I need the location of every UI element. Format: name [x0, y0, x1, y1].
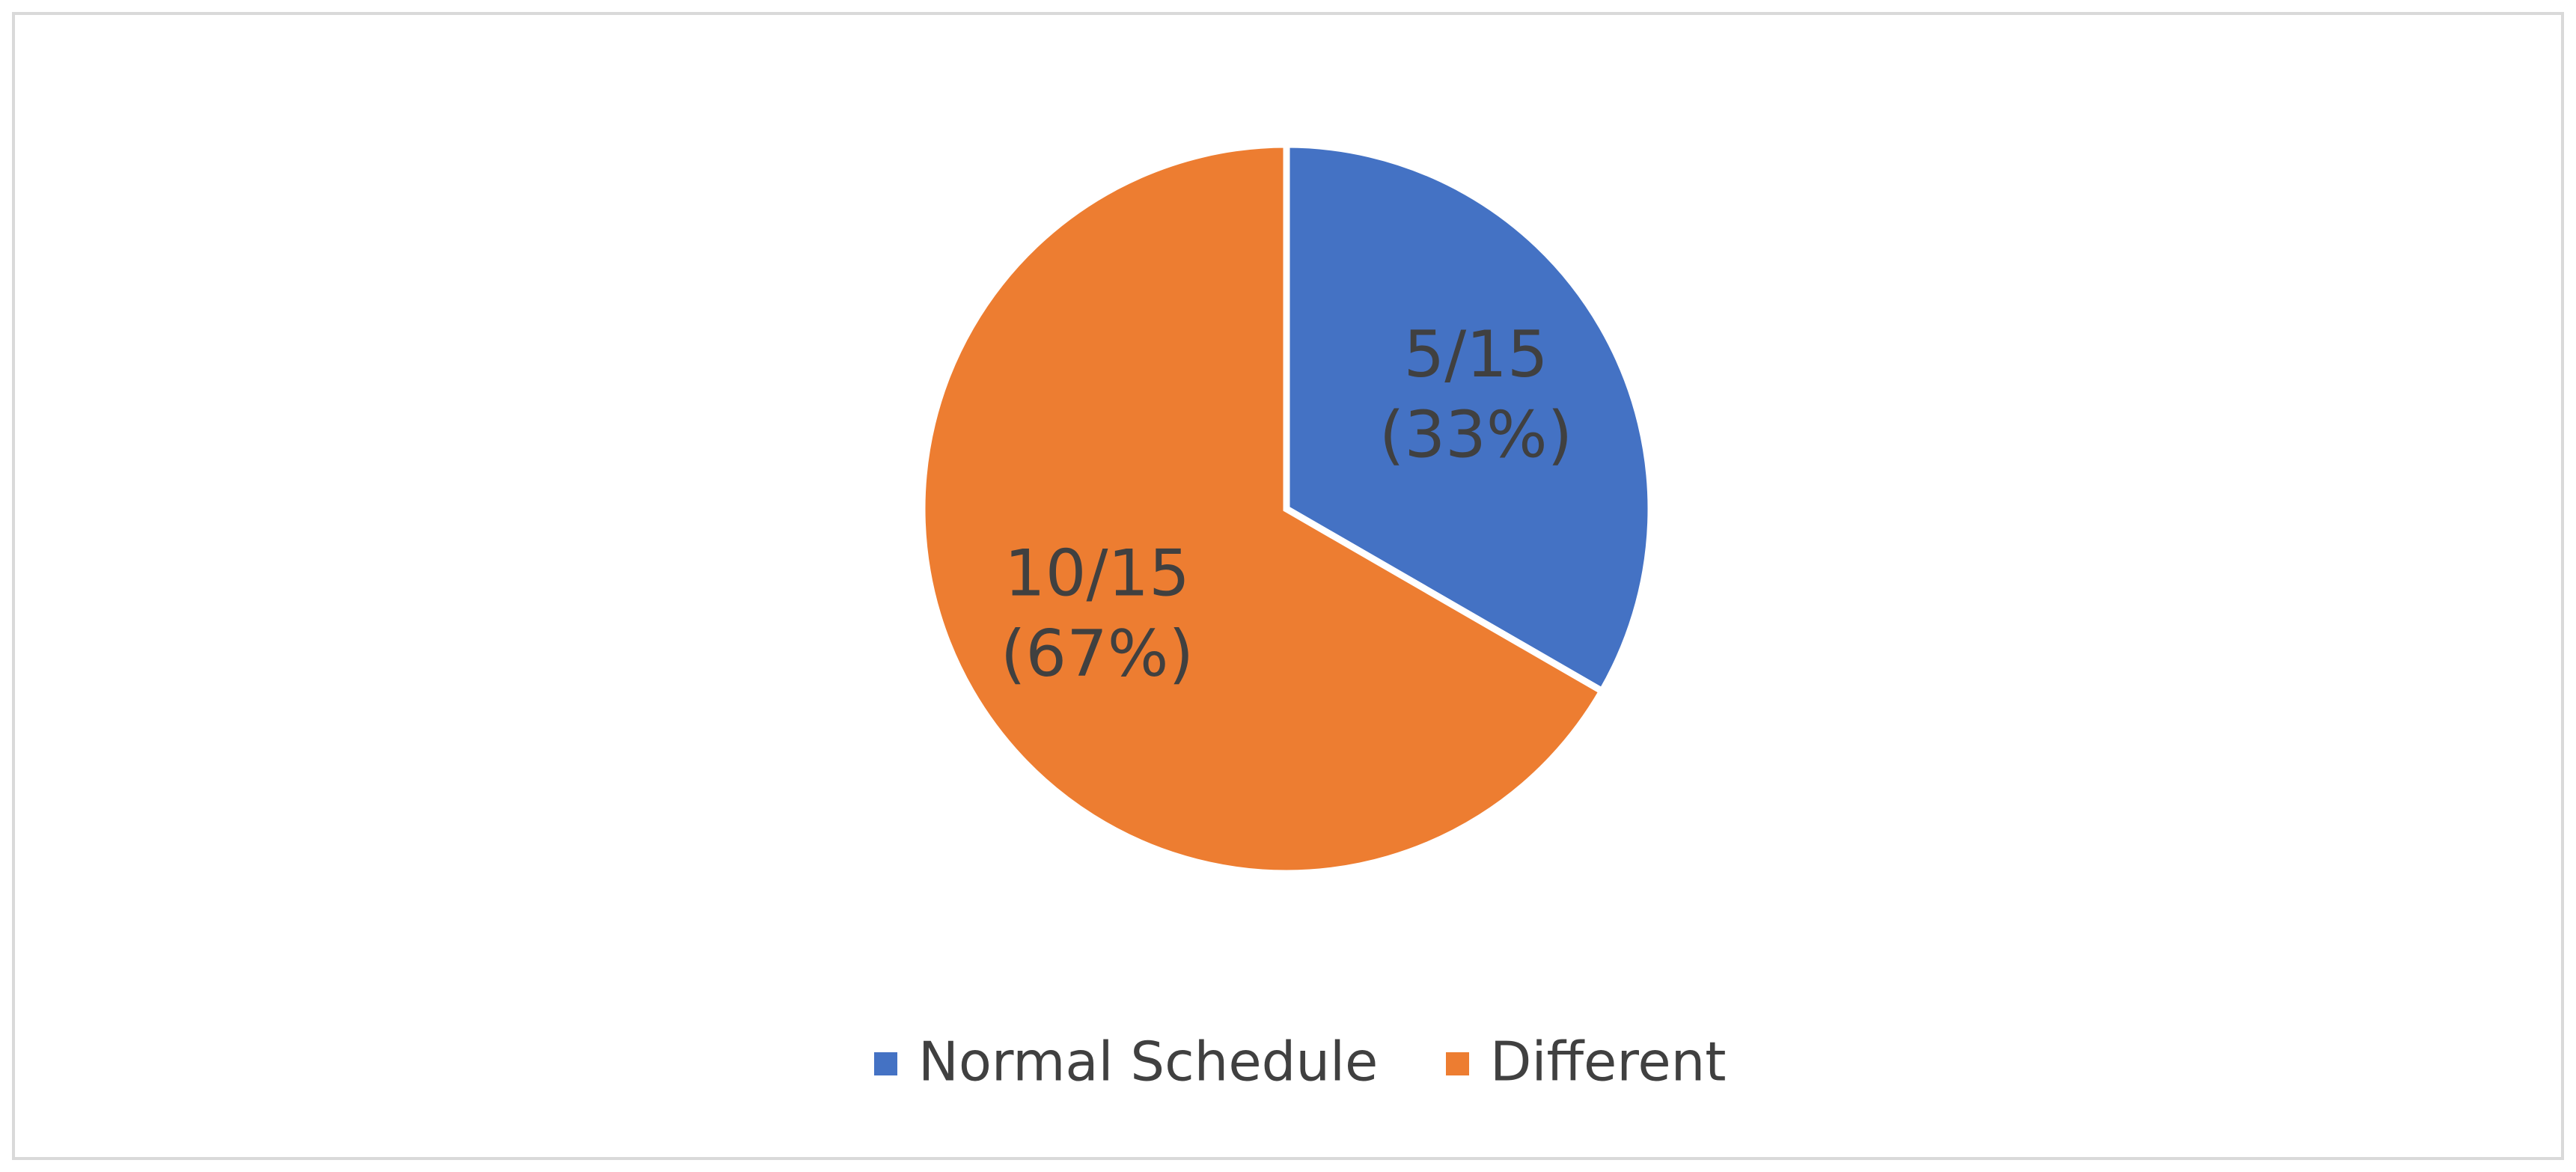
legend-label: Different	[1490, 1031, 1727, 1093]
pie-slice	[1283, 141, 1655, 696]
legend-swatch	[874, 1052, 897, 1075]
data-label: 5/15 (33%)	[1379, 318, 1572, 474]
legend-label: Normal Schedule	[918, 1031, 1378, 1093]
data-label: 10/15 (67%)	[1001, 537, 1194, 692]
pie-slice	[918, 141, 1607, 877]
legend-swatch	[1446, 1052, 1469, 1075]
